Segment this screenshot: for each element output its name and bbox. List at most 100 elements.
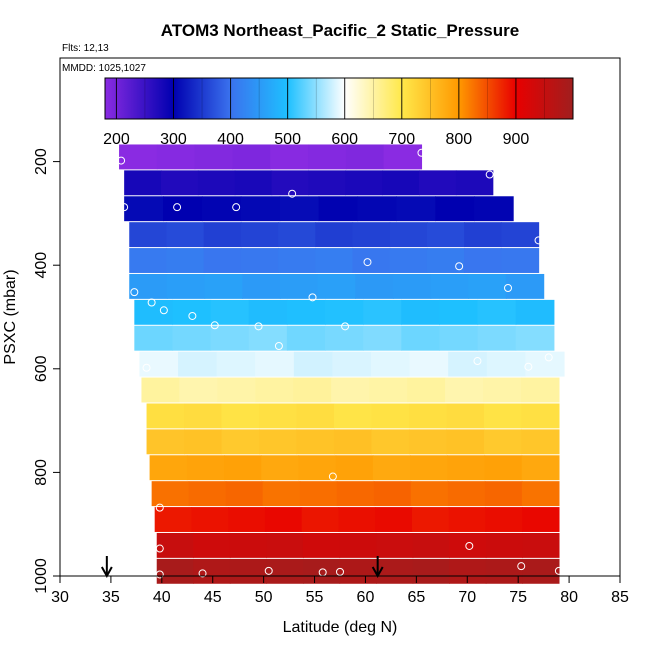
heatmap-cell (146, 429, 185, 455)
heatmap-cell (439, 325, 479, 351)
colorbar-rect (104, 77, 574, 120)
heatmap-band (156, 558, 560, 584)
heatmap-band (149, 455, 560, 481)
heatmap-cell (339, 558, 377, 584)
y-tick-label: 200 (33, 148, 50, 175)
heatmap-cell (464, 222, 502, 248)
observation-point (544, 353, 553, 362)
observation-point (554, 566, 563, 575)
heatmap-cell (411, 507, 450, 532)
heatmap-cell (217, 377, 256, 403)
heatmap-cell (248, 299, 288, 325)
colorbar-ticks: 200 300 400 500 600 700 800 900 (103, 78, 545, 148)
heatmap-cell (376, 532, 414, 558)
heatmap-cell (430, 273, 469, 299)
heatmap-cell (161, 170, 199, 196)
heatmap-cell (407, 377, 446, 403)
heatmap-cell (301, 507, 340, 532)
observation-point (485, 170, 494, 179)
heatmap-cell (426, 222, 465, 248)
heatmap-cell (201, 196, 242, 222)
heatmap-cell (149, 455, 188, 481)
heatmap-cell (345, 170, 383, 196)
heatmap-cell (521, 403, 560, 429)
heatmap-cell (371, 429, 410, 455)
heatmap-cell (376, 558, 414, 584)
x-tick-label: 35 (102, 589, 120, 606)
heatmap-cell (298, 455, 337, 481)
heatmap-cell (221, 429, 260, 455)
observation-point (173, 203, 182, 212)
x-tick-label: 50 (255, 589, 273, 606)
heatmap-cell (382, 170, 420, 196)
heatmap-cell (221, 403, 260, 429)
heatmap-cell (449, 558, 487, 584)
heatmap-cell (447, 455, 486, 481)
heatmap-cell (188, 481, 227, 507)
x-tick-label: 70 (458, 589, 476, 606)
observation-point (336, 567, 344, 576)
heatmap-cell (302, 532, 341, 558)
observation-point (534, 236, 543, 245)
observation-point (232, 203, 241, 212)
x-axis: 30 35 40 45 50 55 60 65 70 75 80 85 (51, 576, 629, 606)
heatmap-cell (419, 170, 457, 196)
heatmap-cell (163, 196, 203, 222)
observation-point (455, 262, 464, 271)
observation-point (210, 321, 219, 330)
heatmap-band (141, 377, 560, 403)
heatmap-cell (191, 507, 229, 532)
heatmap-cell (383, 144, 423, 170)
x-tick-label: 65 (407, 589, 425, 606)
heatmap-cell (293, 351, 334, 377)
heatmap-band (156, 532, 560, 558)
heatmap-cell (156, 532, 194, 558)
heatmap-cell (279, 273, 319, 299)
heatmap-cell (228, 507, 266, 532)
heatmap-cell (468, 273, 507, 299)
colorbar-tick-label: 900 (503, 131, 530, 148)
heatmap-cell (369, 377, 408, 403)
heatmap-cell (315, 248, 354, 273)
heatmap-cell (229, 532, 268, 558)
heatmap-band (129, 248, 540, 273)
heatmap-cell (477, 299, 517, 325)
heatmap-cell (345, 144, 385, 170)
observation-point (328, 472, 337, 481)
plot-frame (59, 57, 621, 577)
heatmap-cell (484, 455, 523, 481)
heatmap-cell (408, 403, 448, 429)
heatmap-cell (338, 507, 376, 532)
heatmap-cell (464, 248, 502, 273)
heatmap-band (129, 273, 545, 299)
x-tick-label: 45 (204, 589, 222, 606)
heatmap-cell (166, 273, 206, 299)
heatmap-cell (501, 248, 540, 273)
heatmap-cell (401, 325, 441, 351)
heatmap-cell (172, 325, 212, 351)
observation-point (155, 544, 164, 553)
heatmap-cell (520, 377, 560, 403)
observation-point (504, 283, 512, 292)
heatmap-band (129, 222, 540, 248)
heatmap-cell (261, 455, 300, 481)
x-tick-label: 75 (509, 589, 527, 606)
heatmap-band (124, 196, 514, 222)
heatmap-cell (426, 248, 465, 273)
heatmap-cell (129, 222, 168, 248)
heatmap-cell (240, 196, 281, 222)
heatmap-cell (119, 144, 158, 170)
observation-point (308, 293, 317, 302)
heatmap-cell (446, 429, 485, 455)
heatmap-cell (204, 273, 243, 299)
x-tick-label: 85 (611, 589, 629, 606)
heatmap-band (119, 144, 423, 170)
heatmap-cell (449, 532, 487, 558)
heatmap-cell (271, 170, 310, 196)
heatmap-cell (525, 351, 565, 377)
heatmap-cell (325, 299, 364, 325)
heatmap-cell (410, 455, 448, 481)
heatmap-cell (270, 144, 309, 170)
heatmap-cell (179, 377, 218, 403)
